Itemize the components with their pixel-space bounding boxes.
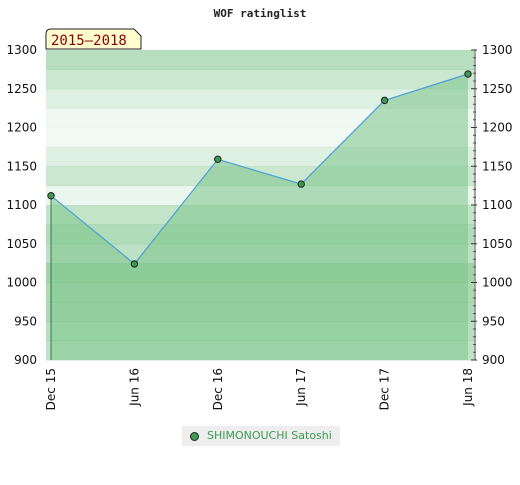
y-tick-label-right: 1200	[482, 121, 513, 135]
x-tick-label: Dec 17	[378, 368, 392, 410]
x-tick-label: Jun 16	[127, 368, 141, 407]
data-point	[464, 70, 472, 78]
y-tick-label-left: 1250	[6, 82, 37, 96]
x-tick-label: Jun 17	[294, 368, 308, 407]
x-axis: Dec 15 Jun 16 Dec 16 Jun 17 Dec 17 Jun 18	[44, 368, 475, 410]
legend-marker-icon	[190, 432, 199, 441]
x-tick-label: Dec 16	[211, 368, 225, 410]
data-point	[130, 260, 139, 268]
y-tick-label-left: 950	[14, 314, 37, 328]
subtitle-background	[45, 28, 142, 50]
legend: SHIMONOUCHI Satoshi	[182, 426, 340, 446]
y-tick-label-right: 1100	[482, 198, 513, 212]
background-band	[46, 50, 474, 70]
data-points	[47, 70, 472, 360]
data-point	[297, 180, 305, 188]
y-axis-right: 900 950 1000 1050 1100 1150 1200 1250 1300	[471, 43, 513, 367]
legend-label: SHIMONOUCHI Satoshi	[207, 429, 332, 442]
series-line	[50, 73, 469, 265]
data-point	[380, 96, 389, 105]
subtitle-text: 2015–2018	[51, 33, 127, 49]
y-tick-label-left: 1300	[6, 43, 37, 57]
y-tick-label-left: 1050	[6, 237, 37, 251]
y-tick-label-left: 1000	[6, 276, 37, 290]
x-tick-label: Dec 15	[44, 368, 58, 410]
y-tick-label-right: 950	[482, 314, 505, 328]
y-tick-label-left: 1100	[6, 198, 37, 212]
area-fill	[51, 74, 468, 360]
data-point	[214, 155, 222, 163]
y-tick-label-right: 1250	[482, 82, 513, 96]
y-tick-label-right: 1150	[482, 159, 513, 173]
y-tick-label-left: 1200	[6, 121, 37, 135]
data-point	[47, 192, 55, 200]
background-band	[46, 69, 474, 90]
y-tick-label-left: 900	[14, 353, 37, 367]
y-axis-left: 900 950 1000 1050 1100 1150 1200 1250 1300	[6, 43, 37, 367]
chart-title: WOF ratinglist	[214, 7, 307, 20]
y-tick-label-right: 1050	[482, 237, 513, 251]
x-tick-label: Jun 18	[461, 368, 475, 407]
y-tick-label-right: 1000	[482, 276, 513, 290]
y-tick-label-left: 1150	[6, 159, 37, 173]
y-tick-label-right: 900	[482, 353, 505, 367]
y-tick-label-right: 1300	[482, 43, 513, 57]
background-band	[46, 88, 474, 109]
subtitle-badge: 2015–2018	[45, 28, 142, 50]
